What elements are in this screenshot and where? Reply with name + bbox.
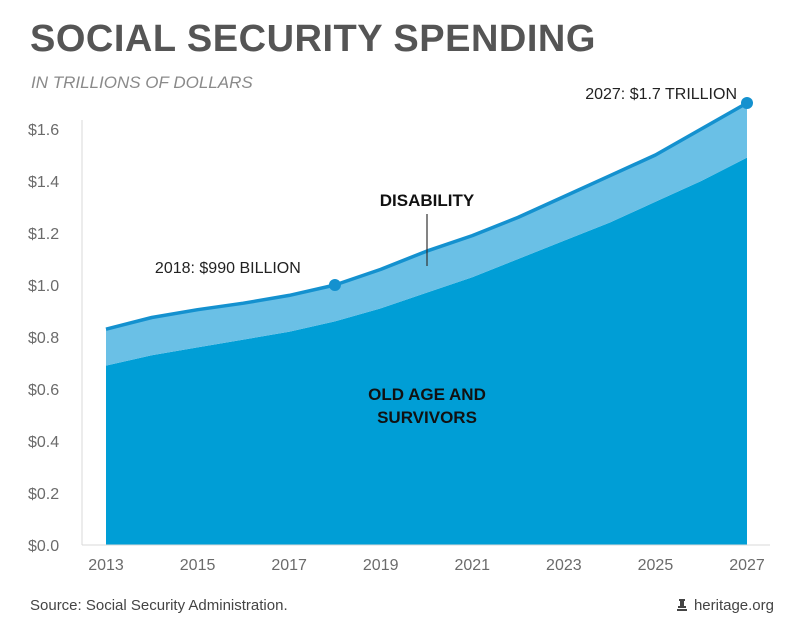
- credit: heritage.org: [676, 597, 774, 614]
- x-tick-label: 2027: [729, 557, 765, 574]
- y-tick-label: $0.8: [28, 330, 59, 347]
- source-note: Source: Social Security Administration.: [30, 597, 288, 614]
- bell-icon: [676, 599, 687, 611]
- annotation-label-2027: 2027: $1.7 TRILLION: [585, 86, 737, 103]
- y-tick-label: $0.4: [28, 434, 59, 451]
- x-tick-label: 2013: [88, 557, 124, 574]
- series-label-survivors: SURVIVORS: [377, 408, 477, 427]
- y-tick-label: $0.2: [28, 486, 59, 503]
- y-tick-label: $1.4: [28, 174, 59, 191]
- x-tick-label: 2025: [638, 557, 674, 574]
- x-tick-label: 2017: [271, 557, 307, 574]
- area-chart: $0.0 $0.2 $0.4 $0.6 $0.8 $1.0 $1.2 $1.4 $1.6 2013…: [28, 86, 770, 574]
- x-tick-label: 2019: [363, 557, 399, 574]
- series-label-disability: DISABILITY: [380, 191, 475, 210]
- y-tick-label: $1.2: [28, 226, 59, 243]
- x-tick-label: 2021: [454, 557, 490, 574]
- x-tick-label: 2023: [546, 557, 582, 574]
- area-old-age-survivors: [106, 157, 747, 545]
- x-tick-label: 2015: [180, 557, 216, 574]
- y-tick-label: $0.0: [28, 538, 59, 555]
- annotation-point-2018: [328, 279, 341, 291]
- y-tick-label: $1.0: [28, 278, 59, 295]
- series-label-old-age: OLD AGE AND: [368, 385, 486, 404]
- y-tick-label: $1.6: [28, 122, 59, 139]
- y-tick-label: $0.6: [28, 382, 59, 399]
- annotation-point-2027: [741, 97, 753, 109]
- annotation-label-2018: 2018: $990 BILLION: [155, 260, 301, 277]
- chart-title: SOCIAL SECURITY SPENDING: [30, 18, 596, 60]
- chart-subtitle: IN TRILLIONS OF DOLLARS: [31, 73, 253, 92]
- credit-label: heritage.org: [693, 597, 774, 614]
